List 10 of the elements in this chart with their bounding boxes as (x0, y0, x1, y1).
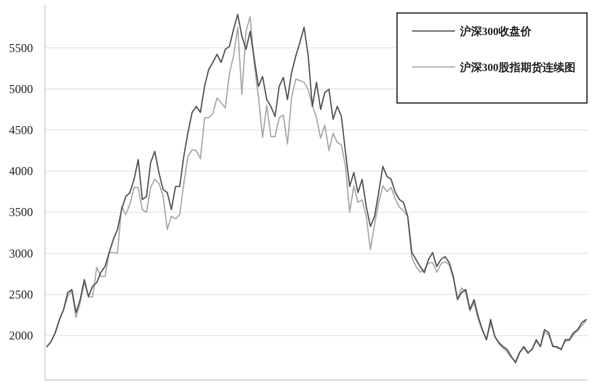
y-tick-label: 2000 (9, 328, 33, 343)
legend-label: 沪深300股指期货连续图 (459, 61, 576, 74)
y-tick-label: 3000 (9, 246, 33, 260)
y-tick-label: 5500 (9, 40, 33, 55)
legend-label: 沪深300收盘价 (459, 25, 532, 38)
y-tick-label: 2500 (9, 287, 33, 302)
y-tick-label: 4500 (9, 123, 33, 137)
y-tick-label: 3500 (9, 205, 33, 220)
y-tick-label: 5000 (9, 82, 33, 96)
y-tick-label: 4000 (9, 164, 33, 178)
